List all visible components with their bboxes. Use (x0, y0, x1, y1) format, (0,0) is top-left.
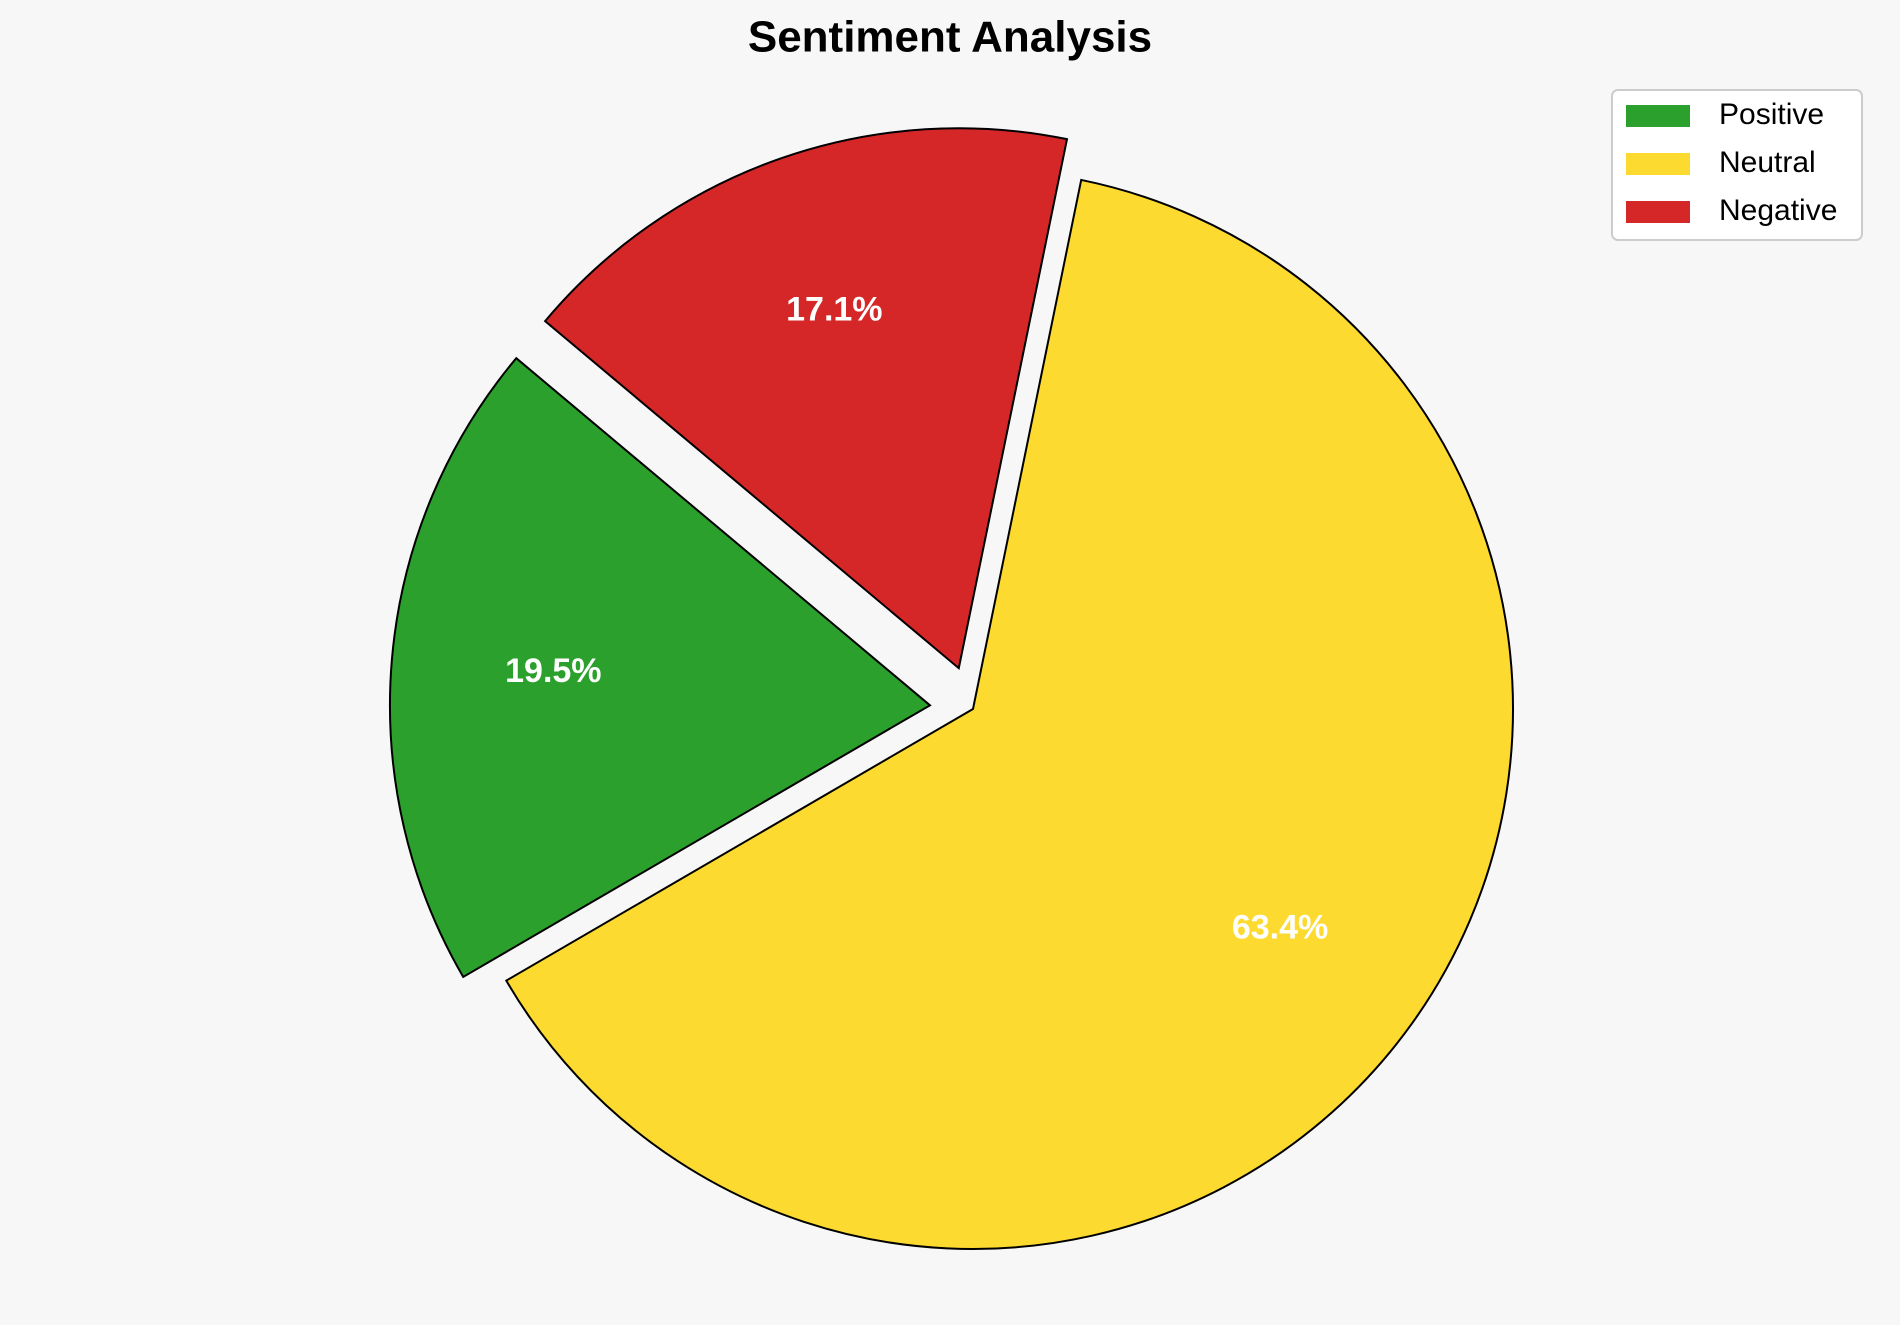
pie-wedge (388, 356, 932, 979)
pie-wedge (543, 127, 1069, 671)
wedge-label: 19.5% (505, 652, 601, 690)
chart-title: Sentiment Analysis (748, 13, 1152, 62)
wedge-label: 63.4% (1232, 908, 1328, 946)
legend-label: Negative (1719, 194, 1837, 227)
legend-swatch (1626, 105, 1690, 127)
pie-wedge (504, 178, 1514, 1250)
legend-label: Neutral (1719, 146, 1816, 179)
legend-label: Positive (1719, 98, 1824, 131)
wedge-label: 17.1% (786, 290, 882, 328)
legend-swatch (1626, 153, 1690, 175)
legend-swatch (1626, 201, 1690, 223)
